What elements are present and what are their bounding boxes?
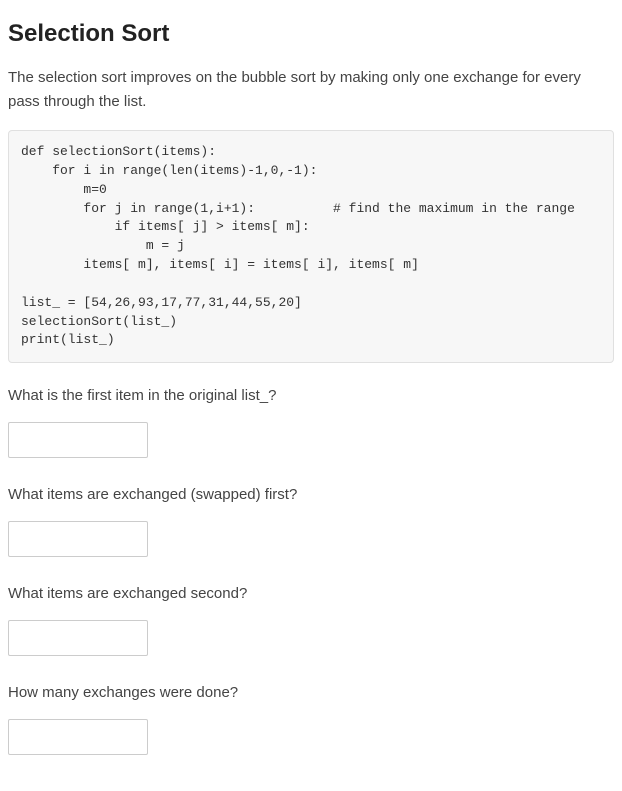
input-wrap [8, 521, 614, 557]
input-wrap [8, 620, 614, 656]
question-block-2: What items are exchanged (swapped) first… [8, 486, 614, 557]
question-block-4: How many exchanges were done? [8, 684, 614, 755]
question-block-1: What is the first item in the original l… [8, 387, 614, 458]
answer-input-3[interactable] [8, 620, 148, 656]
question-label: How many exchanges were done? [8, 684, 614, 701]
question-label: What items are exchanged second? [8, 585, 614, 602]
answer-input-2[interactable] [8, 521, 148, 557]
question-label: What is the first item in the original l… [8, 387, 614, 404]
question-block-3: What items are exchanged second? [8, 585, 614, 656]
code-block: def selectionSort(items): for i in range… [8, 130, 614, 363]
page-title: Selection Sort [8, 20, 614, 48]
answer-input-4[interactable] [8, 719, 148, 755]
answer-input-1[interactable] [8, 422, 148, 458]
intro-paragraph: The selection sort improves on the bubbl… [8, 66, 614, 114]
question-label: What items are exchanged (swapped) first… [8, 486, 614, 503]
input-wrap [8, 719, 614, 755]
input-wrap [8, 422, 614, 458]
